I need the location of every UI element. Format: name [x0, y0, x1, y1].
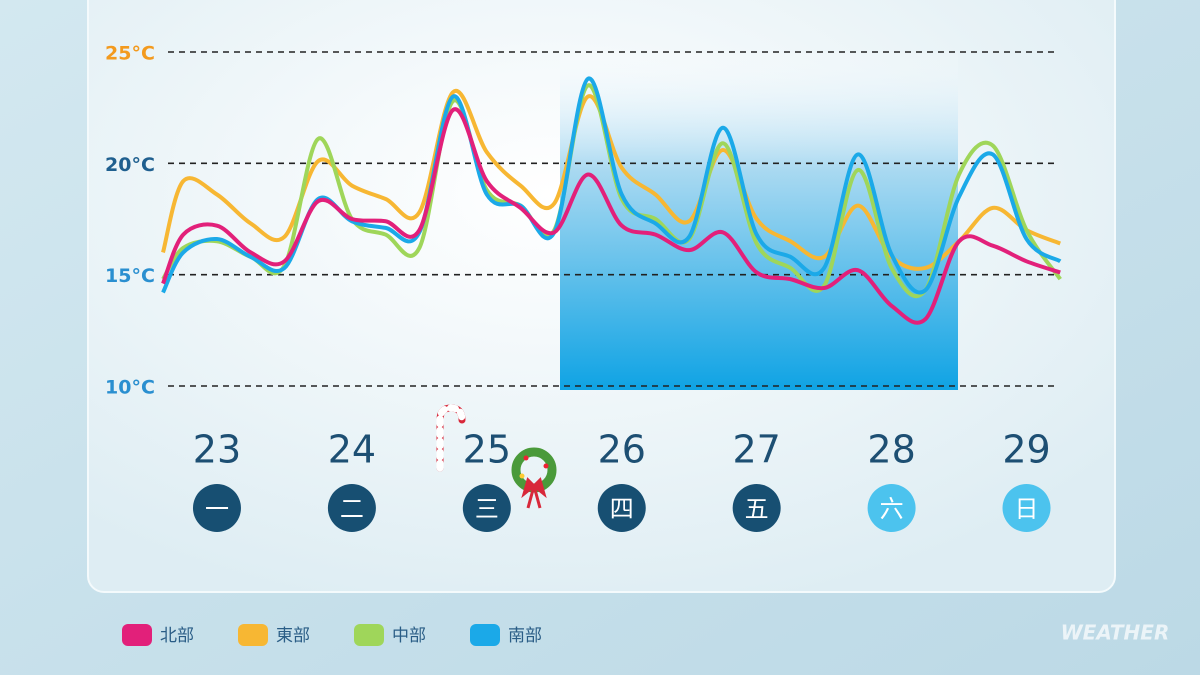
weekday-label: 三	[475, 495, 499, 523]
y-tick-label: 20°C	[105, 154, 155, 176]
legend-label: 北部	[160, 626, 194, 646]
weekday-badge	[597, 484, 646, 532]
series-line	[161, 107, 1061, 325]
legend-label: 東部	[276, 626, 310, 646]
x-tick-label: 27	[732, 428, 780, 472]
weekday-badge	[1002, 484, 1051, 532]
weekday-badge	[192, 484, 241, 532]
weekday-badge	[327, 484, 376, 532]
wreath	[511, 447, 557, 509]
legend-label: 南部	[508, 626, 542, 646]
legend-swatch	[238, 624, 268, 646]
weekday-label: 六	[880, 495, 904, 523]
x-tick-label: 28	[867, 428, 915, 472]
y-tick-label: 10°C	[105, 377, 155, 399]
weekday-label: 二	[340, 495, 364, 523]
legend-swatch	[354, 624, 384, 646]
x-tick-label: 24	[328, 428, 376, 472]
legend-label: 中部	[392, 626, 426, 646]
weekday-label: 一	[205, 495, 229, 523]
x-tick-label: 23	[193, 428, 241, 472]
x-tick-label: 29	[1002, 428, 1050, 472]
weekday-label: 五	[745, 495, 769, 523]
candy-cane	[436, 404, 466, 472]
watermark: WEATHER	[1061, 621, 1170, 645]
legend-swatch	[470, 624, 500, 646]
x-tick-label: 26	[598, 428, 646, 472]
weekday-label: 四	[610, 495, 634, 523]
legend-swatch	[122, 624, 152, 646]
x-tick-label: 25	[463, 428, 511, 472]
weekday-badge	[867, 484, 916, 532]
y-tick-label: 25°C	[105, 43, 155, 65]
weekday-label: 日	[1015, 495, 1039, 523]
weekday-badge	[732, 484, 781, 532]
y-tick-label: 15°C	[105, 265, 155, 287]
weekday-badge	[462, 484, 511, 532]
